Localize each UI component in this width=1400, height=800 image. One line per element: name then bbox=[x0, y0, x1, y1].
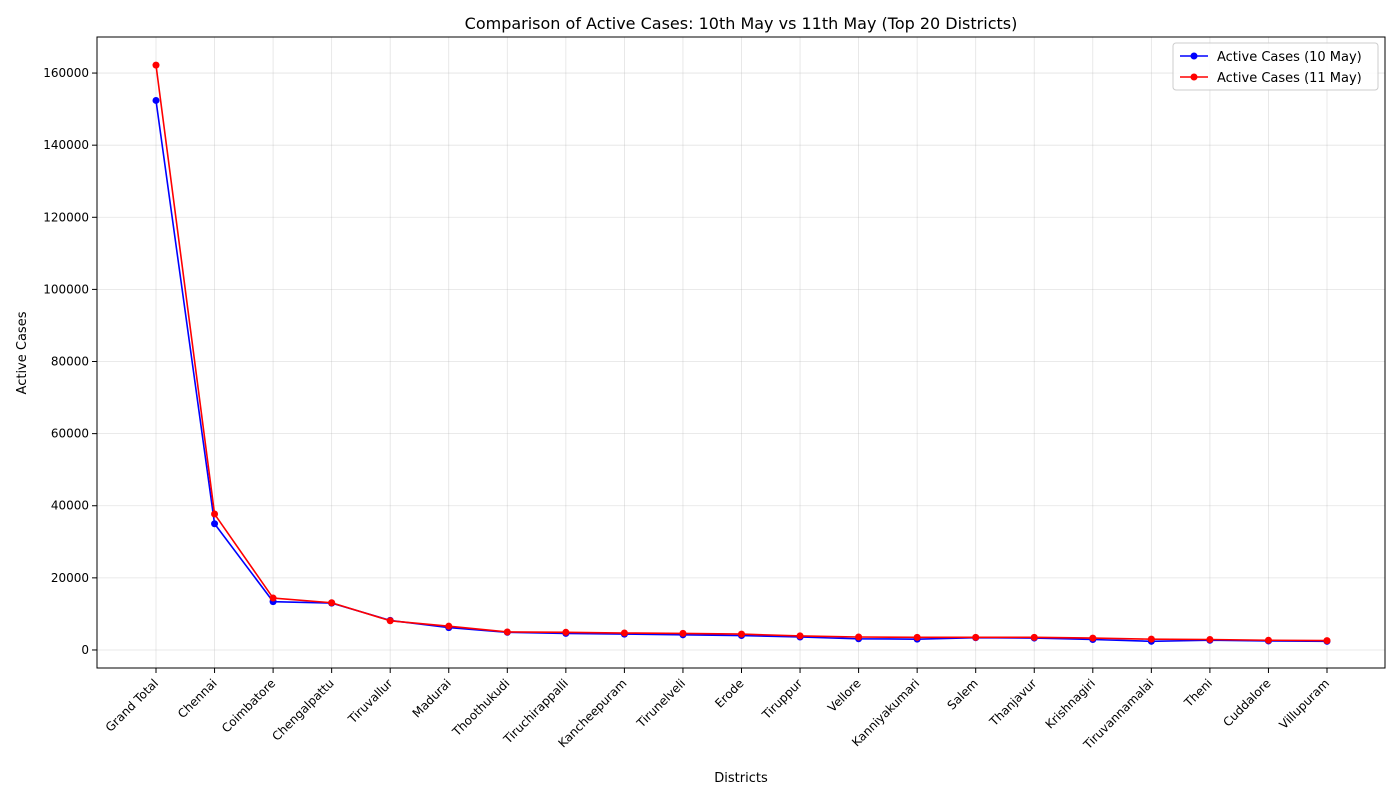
series-1-point bbox=[738, 630, 745, 638]
y-tick-label: 140000 bbox=[43, 138, 89, 152]
legend-label-11-may: Active Cases (11 May) bbox=[1217, 71, 1362, 86]
series-1-point bbox=[620, 629, 628, 637]
y-tick-label: 160000 bbox=[43, 66, 89, 80]
series-1-point bbox=[679, 629, 687, 637]
y-tick-label: 40000 bbox=[51, 499, 89, 513]
series-1-point bbox=[445, 622, 453, 630]
y-axis-title: Active Cases bbox=[15, 311, 30, 394]
series-layer bbox=[152, 61, 1331, 645]
series-1-point bbox=[152, 61, 160, 69]
y-tick-label: 0 bbox=[81, 643, 89, 657]
series-1-point bbox=[562, 628, 570, 636]
series-0-point bbox=[211, 520, 219, 528]
series-1-point bbox=[328, 599, 336, 607]
series-1-point bbox=[211, 510, 219, 518]
series-1-point bbox=[1147, 635, 1155, 643]
series-1-point bbox=[1323, 637, 1331, 645]
series-1-point bbox=[1030, 633, 1038, 641]
series-0-point bbox=[152, 96, 160, 104]
legend: Active Cases (10 May) Active Cases (11 M… bbox=[1172, 42, 1379, 91]
legend-label-10-may: Active Cases (10 May) bbox=[1217, 50, 1362, 65]
series-1-point bbox=[972, 633, 980, 641]
legend-marker-10-may bbox=[1190, 52, 1198, 60]
legend-box bbox=[1172, 42, 1379, 91]
series-1-point bbox=[1089, 634, 1097, 642]
series-1-point bbox=[1206, 636, 1214, 644]
series-1-point bbox=[855, 633, 863, 641]
chart-title: Comparison of Active Cases: 10th May vs … bbox=[465, 14, 1018, 33]
y-tick-label: 60000 bbox=[51, 427, 89, 441]
series-1-point bbox=[386, 617, 394, 625]
grid-layer bbox=[97, 37, 1385, 668]
y-tick-label: 20000 bbox=[51, 571, 89, 585]
y-tick-label: 100000 bbox=[43, 282, 89, 296]
series-1-point bbox=[913, 633, 921, 641]
series-1-point bbox=[269, 594, 277, 602]
legend-marker-11-may bbox=[1190, 73, 1198, 81]
y-tick-label: 120000 bbox=[43, 210, 89, 224]
series-1-point bbox=[796, 632, 804, 640]
x-axis-title: Districts bbox=[714, 771, 768, 786]
series-1-point bbox=[1264, 636, 1272, 644]
series-1-point bbox=[503, 628, 511, 636]
y-tick-label: 80000 bbox=[51, 355, 89, 369]
